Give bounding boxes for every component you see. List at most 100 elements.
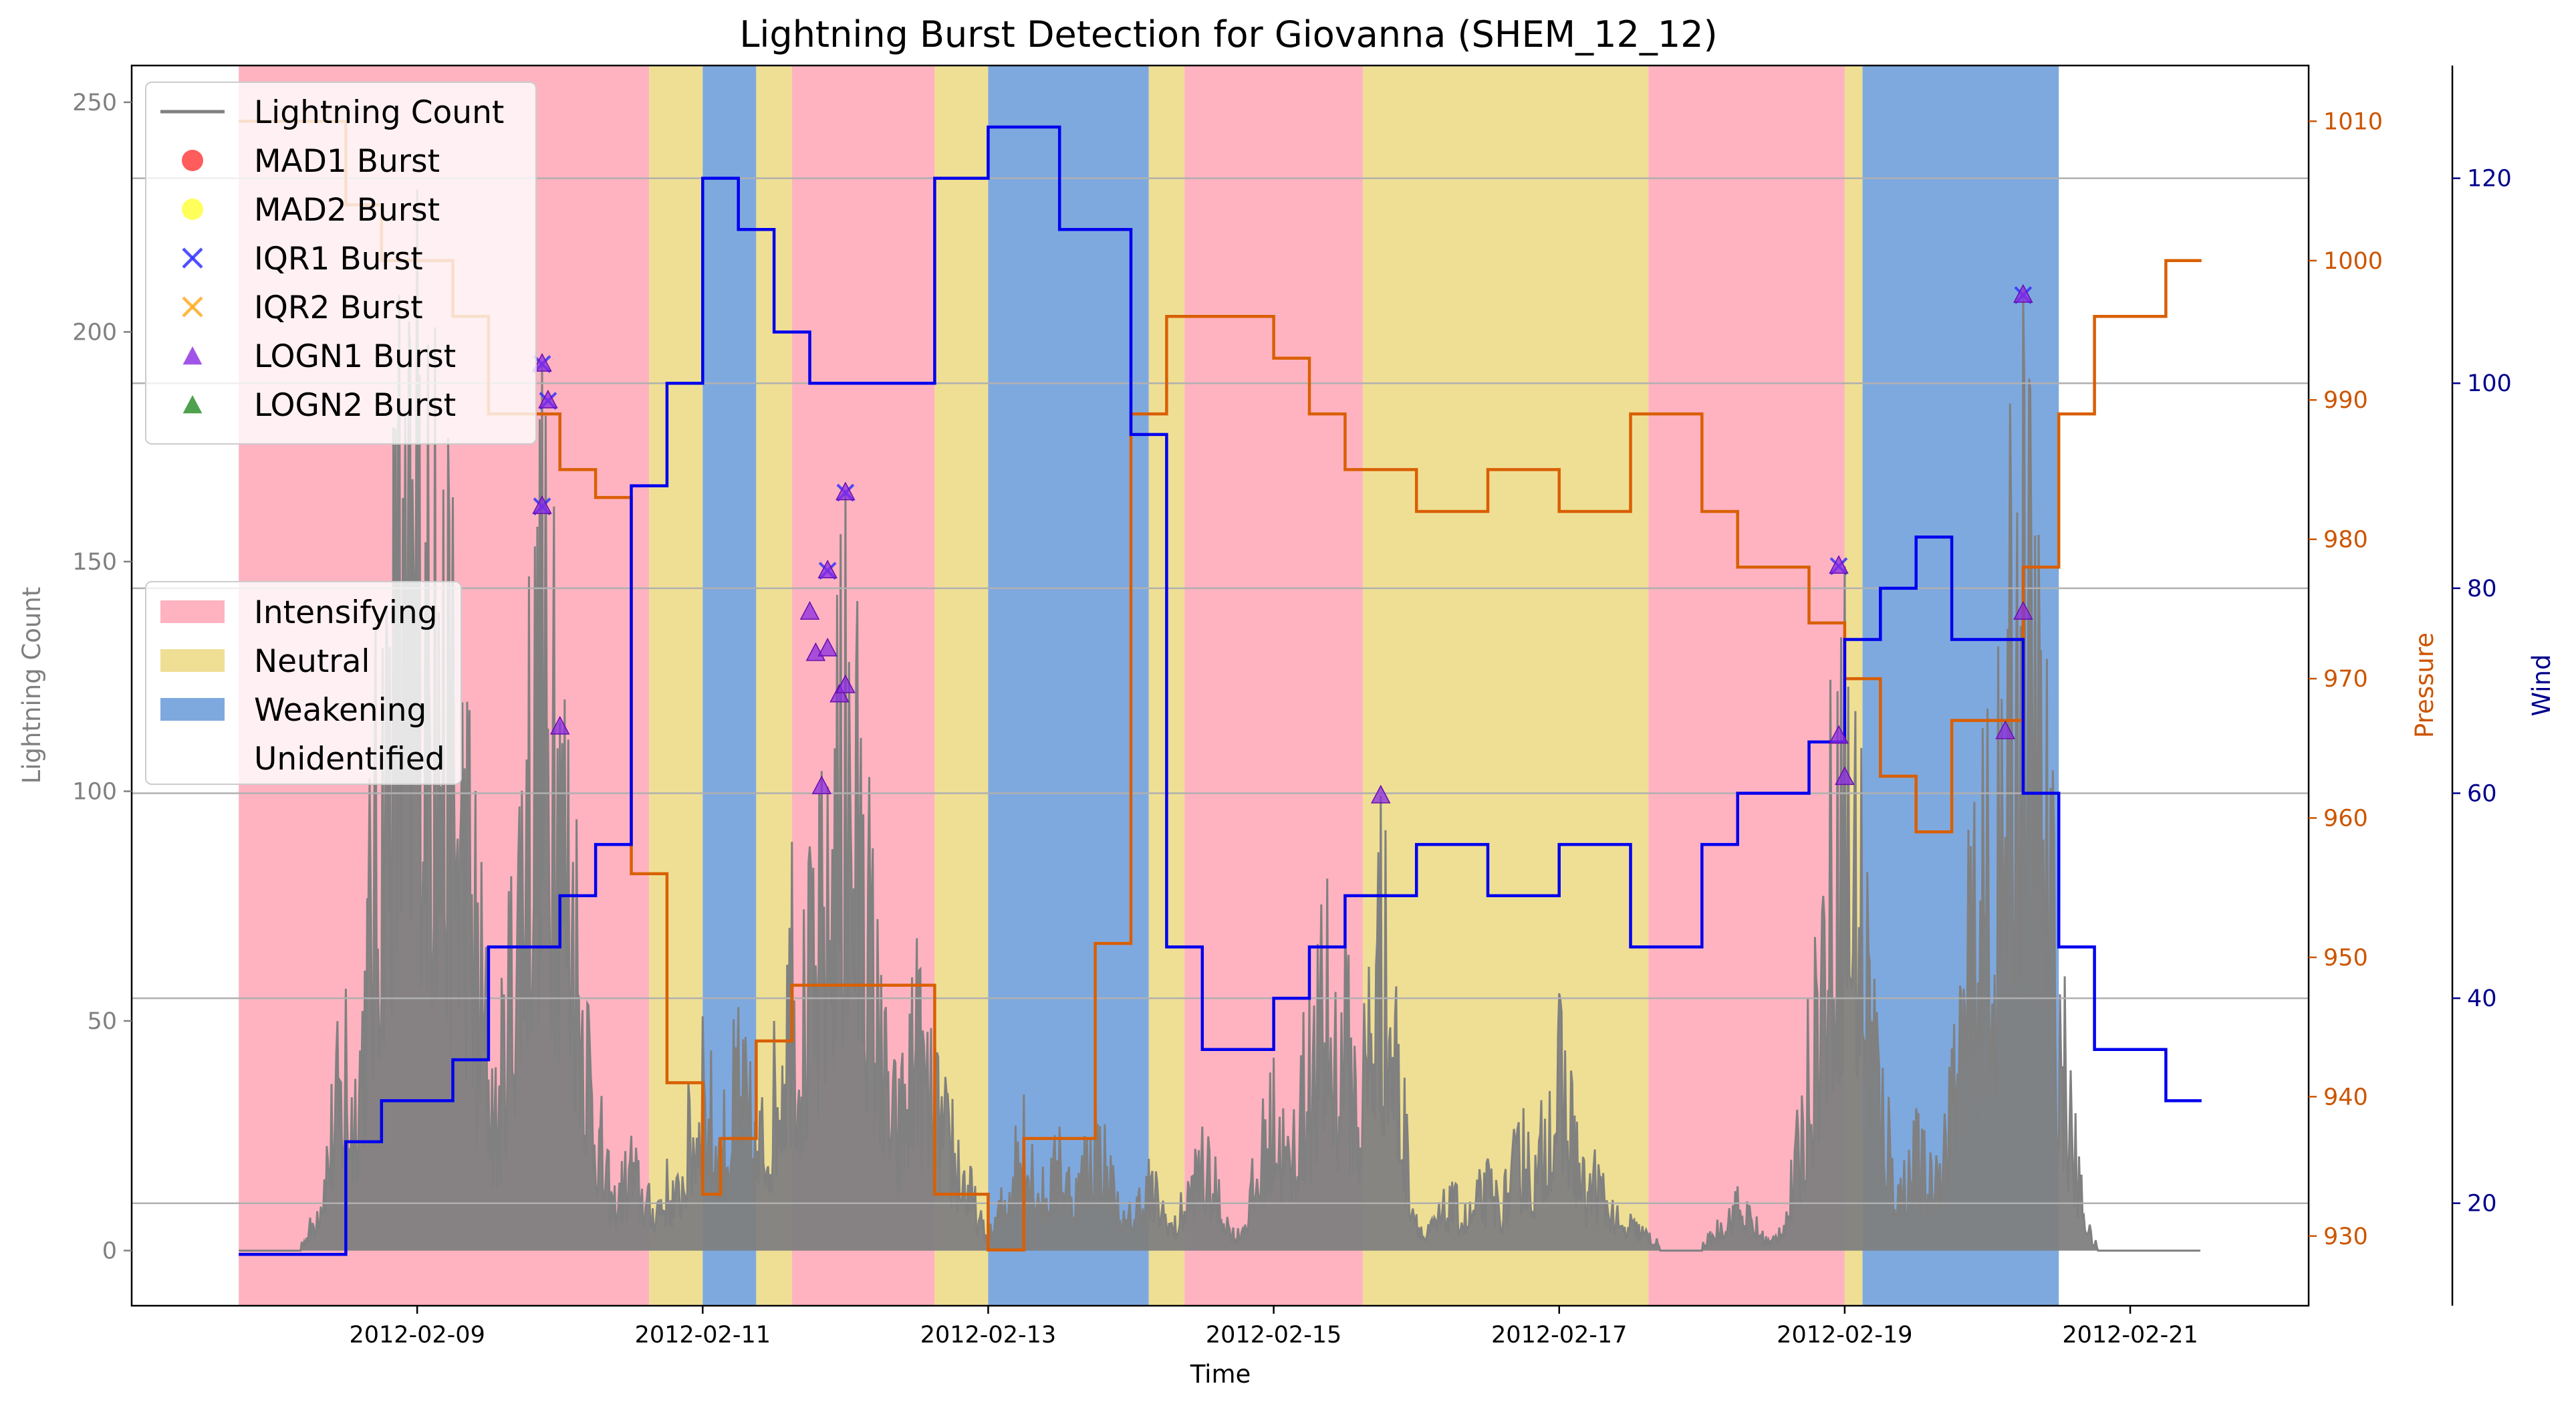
y2-tick-label-930: 930	[2323, 1223, 2368, 1250]
legend-entry-intensifying: Intensifying	[160, 594, 438, 631]
y2-tick-label-970: 970	[2323, 666, 2368, 693]
y-tick-label-200: 200	[72, 319, 117, 346]
legend-phase-swatch	[160, 600, 225, 623]
burst-logn1-marker	[2013, 600, 2033, 620]
legend-series: Lightning Count MAD1 Burst MAD2 Burst IQR1 …	[145, 82, 537, 445]
pressure-line	[239, 120, 2202, 1252]
plot-frame	[130, 64, 2310, 1307]
legend-label: Lightning Count	[254, 94, 504, 131]
legend-label: MAD2 Burst	[254, 192, 440, 229]
legend-entry-iqr2-burst: IQR2 Burst	[182, 289, 423, 326]
y3-tick-label-120: 120	[2467, 166, 2512, 193]
burst-logn1-marker	[1829, 725, 1849, 744]
lightning-count-fill	[239, 189, 2201, 1251]
burst-logn1-marker	[538, 389, 558, 408]
legend-phases-box	[145, 581, 462, 785]
phase-band-neutral	[649, 66, 703, 1306]
legend-entry-neutral: Neutral	[160, 643, 370, 680]
legend-circle-swatch	[182, 199, 203, 220]
phase-band-neutral	[1363, 66, 1649, 1306]
phase-band-intensifying	[1648, 66, 1845, 1306]
legend-series-box	[145, 82, 537, 445]
y-tick-label-50: 50	[87, 1008, 117, 1035]
legend-x-swatch	[182, 296, 203, 318]
burst-logn1-marker	[549, 715, 570, 735]
legend-label: Intensifying	[254, 594, 438, 631]
burst-logn1-marker	[1835, 766, 1855, 786]
burst-logn1-marker	[1371, 784, 1391, 804]
burst-markers	[532, 283, 2033, 804]
y2-tick-label-1000: 1000	[2323, 248, 2383, 275]
legend-entry-mad1-burst: MAD1 Burst	[182, 143, 440, 180]
lightning-axis-label: Lightning Count	[17, 587, 46, 784]
pressure-series	[239, 120, 2202, 1252]
y3-tick-label-20: 20	[2467, 1191, 2497, 1217]
y3-tick-label-60: 60	[2467, 780, 2497, 807]
y3-tick-label-80: 80	[2467, 576, 2497, 602]
burst-logn1-marker	[817, 637, 838, 657]
legend-phase-swatch	[160, 698, 225, 721]
x-axis: 2012-02-09 2012-02-11 2012-02-13 2012-02-15…	[349, 1306, 2198, 1349]
pressure-axis: 930 940 950 960 970 980 990 1000 1010	[2309, 108, 2383, 1250]
burst-logn1-marker	[1995, 720, 2015, 739]
legend-label: LOGN1 Burst	[254, 338, 456, 375]
wind-axis: 20 40 60 80 100 120	[2452, 166, 2512, 1217]
x-tick-label-2012-02-19: 2012-02-19	[1777, 1322, 1912, 1349]
y-tick-label-100: 100	[72, 779, 117, 806]
wind-series	[239, 125, 2202, 1256]
y-tick-label-250: 250	[72, 90, 117, 116]
legend-label: IQR2 Burst	[254, 289, 423, 326]
wind-axis-label: Wind	[2527, 655, 2556, 717]
legend-entry-unidentified: Unidentified	[160, 741, 445, 778]
legend-x-swatch	[182, 247, 203, 269]
legend-label: Unidentified	[254, 741, 445, 778]
x-tick-label-2012-02-13: 2012-02-13	[920, 1322, 1056, 1349]
y3-tick-label-100: 100	[2467, 370, 2512, 397]
x-tick-label-2012-02-09: 2012-02-09	[349, 1322, 485, 1349]
y-tick-label-150: 150	[72, 549, 117, 576]
legend-label: MAD1 Burst	[254, 143, 440, 180]
x-tick-label-2012-02-11: 2012-02-11	[635, 1322, 771, 1349]
legend-entry-lightning-count: Lightning Count	[160, 94, 504, 131]
legend-circle-swatch	[182, 150, 203, 171]
x-axis-label: Time	[1190, 1360, 1251, 1389]
lightning-count-line	[239, 189, 2200, 1252]
x-tick-label-2012-02-15: 2012-02-15	[1206, 1322, 1341, 1349]
y2-tick-label-980: 980	[2323, 527, 2368, 554]
legend-label: LOGN2 Burst	[254, 387, 456, 424]
y-tick-label-0: 0	[102, 1238, 117, 1265]
burst-logn1-marker	[829, 683, 850, 703]
legend-entry-weakening: Weakening	[160, 692, 426, 729]
legend-entry-mad2-burst: MAD2 Burst	[182, 192, 440, 229]
legend-phase-swatch	[160, 747, 225, 770]
legend-entry-iqr1-burst: IQR1 Burst	[182, 241, 423, 277]
legend-triangle-swatch	[182, 395, 203, 414]
legend-entry-logn2-burst: LOGN2 Burst	[182, 387, 456, 424]
chart-title: Lightning Burst Detection for Giovanna (…	[739, 13, 1717, 55]
burst-logn1-marker	[817, 560, 838, 578]
y2-tick-label-990: 990	[2323, 387, 2368, 414]
burst-logn1-marker	[835, 674, 856, 693]
burst-logn1-marker	[811, 776, 832, 794]
legend-label: Weakening	[254, 692, 426, 729]
burst-logn1-marker	[2013, 283, 2033, 303]
pressure-axis-label: Pressure	[2410, 632, 2439, 738]
y2-tick-label-1010: 1010	[2323, 108, 2383, 135]
lightning-axis: 0 50 100 150 200 250	[72, 90, 132, 1265]
y2-tick-label-960: 960	[2323, 806, 2368, 832]
lightning-count-series	[239, 189, 2201, 1252]
burst-logn1-marker	[799, 600, 820, 620]
y2-tick-label-940: 940	[2323, 1084, 2368, 1110]
legend-phase-swatch	[160, 649, 225, 672]
phase-band-weakening	[988, 66, 1149, 1306]
legend-triangle-swatch	[182, 346, 203, 365]
burst-logn1-marker	[835, 481, 856, 501]
y3-tick-label-40: 40	[2467, 985, 2497, 1012]
x-tick-label-2012-02-17: 2012-02-17	[1491, 1322, 1627, 1349]
legend-label: IQR1 Burst	[254, 241, 423, 277]
phase-band-neutral	[934, 66, 989, 1306]
burst-logn1-marker	[532, 352, 552, 372]
legend-label: Neutral	[254, 643, 370, 680]
legend-entry-logn1-burst: LOGN1 Burst	[182, 338, 456, 375]
